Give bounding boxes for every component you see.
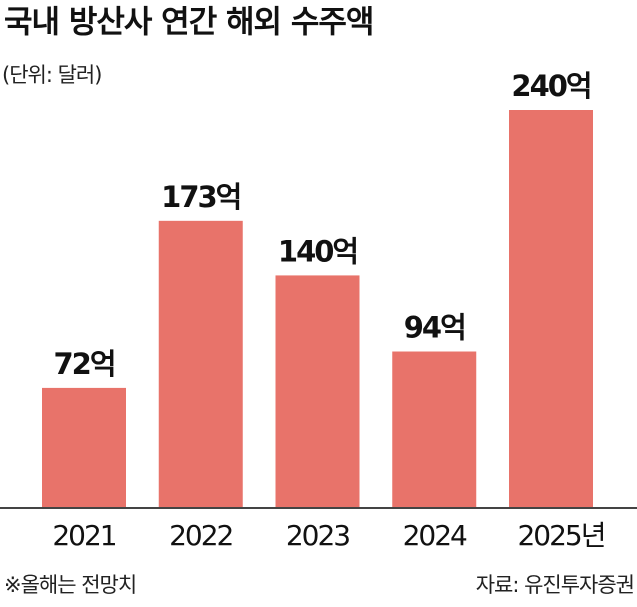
value-label: 72억 xyxy=(53,347,114,381)
x-tick-label: 2024 xyxy=(403,519,467,552)
x-tick-label: 2022 xyxy=(169,519,232,552)
value-label: 140억 xyxy=(278,234,357,268)
bar xyxy=(42,387,126,507)
bar xyxy=(392,351,477,507)
bar xyxy=(275,275,360,507)
bar xyxy=(509,110,593,507)
value-label: 240억 xyxy=(511,69,590,103)
chart-subtitle: (단위: 달러) xyxy=(2,63,101,87)
x-tick-label: 2025년 xyxy=(517,519,604,552)
x-tick-label: 2021 xyxy=(52,519,115,552)
source: 자료: 유진투자증권 xyxy=(476,573,634,597)
chart-title: 국내 방산사 연간 해외 수주액 xyxy=(4,5,373,41)
note: ※올해는 전망치 xyxy=(4,573,136,597)
value-label: 173억 xyxy=(161,180,240,214)
bar xyxy=(158,220,243,507)
value-label: 94억 xyxy=(404,311,465,345)
x-tick-label: 2023 xyxy=(286,519,349,552)
